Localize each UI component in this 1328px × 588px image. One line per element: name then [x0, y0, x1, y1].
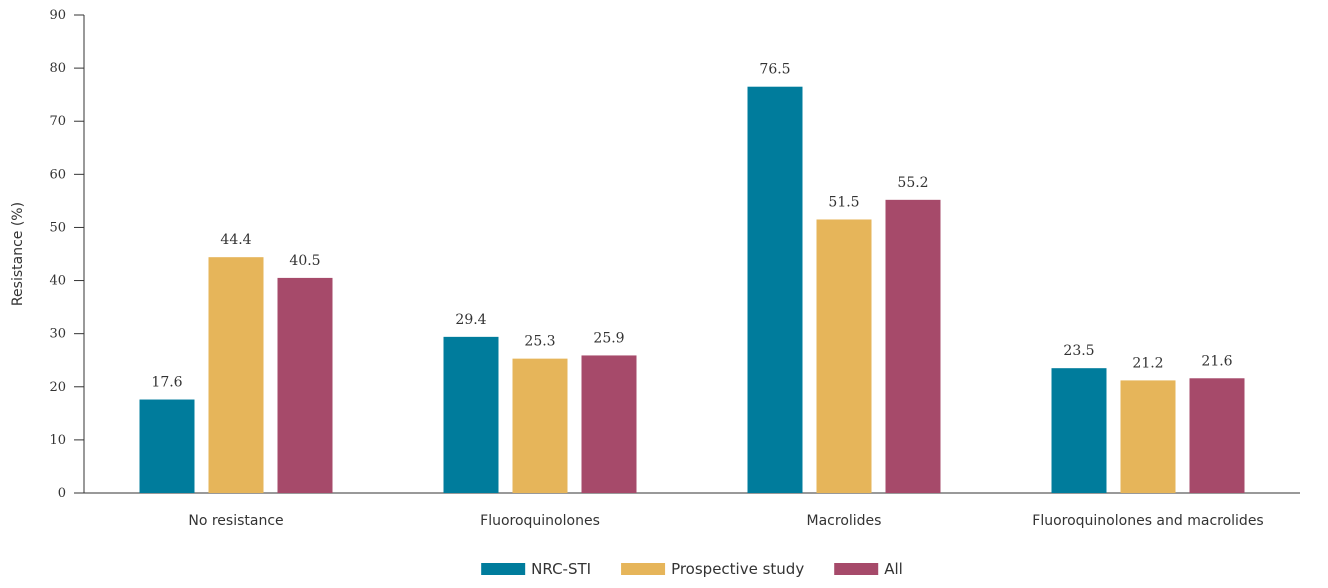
legend-item: Prospective study: [621, 560, 804, 578]
legend-swatch: [834, 563, 879, 575]
bar-value-label: 55.2: [897, 175, 928, 191]
bar: [277, 277, 333, 493]
bar: [1051, 368, 1107, 493]
bar: [581, 355, 637, 493]
y-tick-label: 60: [49, 167, 66, 182]
bar-value-label: 40.5: [289, 253, 320, 269]
bar-value-label: 51.5: [828, 194, 859, 210]
legend-label: Prospective study: [671, 560, 804, 578]
category-labels: No resistance Fluoroquinolones Macrolides F…: [188, 513, 1263, 529]
bar-value-label: 25.9: [593, 330, 624, 346]
bar: [443, 336, 499, 493]
bar: [1189, 378, 1245, 493]
bar: [747, 86, 803, 493]
y-tick-label: 20: [49, 380, 66, 395]
category-label: No resistance: [188, 513, 283, 529]
y-tick-label: 10: [49, 433, 66, 448]
category-label: Fluoroquinolones and macrolides: [1032, 513, 1263, 529]
bars: [139, 86, 1245, 493]
bar-value-label: 29.4: [455, 312, 486, 328]
y-tick-label: 80: [49, 61, 66, 76]
y-tick-label: 30: [49, 327, 66, 342]
bar-value-label: 25.3: [524, 334, 555, 350]
bar: [512, 358, 568, 493]
category-label: Fluoroquinolones: [480, 513, 600, 529]
category-label: Macrolides: [807, 513, 882, 529]
y-axis-ticks: 0 10 20 30 40 50 60 70 80 90: [49, 8, 84, 501]
legend-swatch: [621, 563, 666, 575]
bar-value-label: 76.5: [759, 62, 790, 78]
y-tick-label: 50: [49, 220, 66, 235]
y-tick-label: 90: [49, 8, 66, 23]
bar-value-label: 44.4: [220, 232, 251, 248]
y-tick-label: 70: [49, 114, 66, 129]
bar: [139, 399, 195, 493]
bar: [885, 199, 941, 493]
bar-value-label: 23.5: [1063, 343, 1094, 359]
legend-item: NRC-STI: [481, 560, 591, 578]
y-tick-label: 0: [58, 486, 66, 501]
y-axis-label: Resistance (%): [10, 202, 26, 306]
bar-value-label: 21.6: [1201, 353, 1232, 369]
bar: [816, 219, 872, 493]
legend-swatch: [481, 563, 526, 575]
legend: NRC-STI Prospective study All: [481, 560, 903, 578]
bar: [208, 257, 264, 493]
legend-item: All: [834, 560, 903, 578]
bar-value-label: 21.2: [1132, 355, 1163, 371]
axes: [83, 15, 1300, 494]
value-labels: 17.6 44.4 40.5 29.4 25.3 25.9 76.5 51.5 55.2 23.5…: [151, 62, 1232, 391]
bar-value-label: 17.6: [151, 375, 182, 391]
legend-label: All: [884, 560, 903, 578]
y-tick-label: 40: [49, 274, 66, 289]
bar: [1120, 380, 1176, 493]
legend-label: NRC-STI: [531, 560, 591, 578]
